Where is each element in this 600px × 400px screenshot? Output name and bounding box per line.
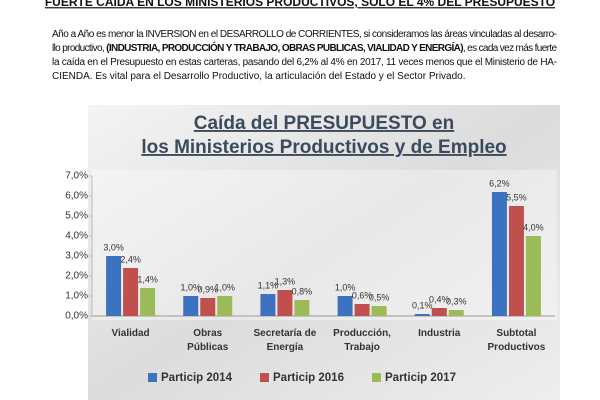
text: llo productivo, (52, 43, 107, 54)
bar (277, 290, 293, 316)
value-label: 1,0% (214, 282, 235, 292)
y-tick-label: 4,0% (65, 231, 88, 242)
bar (431, 308, 447, 316)
bar (337, 296, 353, 316)
value-label: 0,6% (352, 290, 373, 300)
bar (183, 296, 199, 316)
value-label: 1,0% (180, 282, 201, 292)
bar (371, 306, 387, 316)
paragraph-line: llo productivo, (INDUSTRIA, PRODUCCIÓN Y… (52, 41, 557, 54)
value-label: 1,0% (335, 282, 356, 292)
x-tick-label: Vialidad (111, 328, 149, 339)
x-tick-label: Obras Públicas (187, 328, 229, 353)
bar (525, 236, 541, 316)
value-label: 3,0% (103, 242, 124, 252)
value-label: 0,5% (369, 292, 390, 302)
bold-text: (INDUSTRIA, PRODUCCIÓN Y TRABAJO, OBRAS … (106, 41, 463, 54)
value-label: 0,8% (292, 286, 313, 296)
value-label: 1,1% (258, 280, 279, 290)
x-tick-label: Producción, Trabajo (333, 328, 391, 353)
text: CIENDA. Es vital para el Desarrollo Prod… (52, 71, 466, 82)
value-label: 1,3% (275, 276, 296, 286)
legend-label: Particip 2014 (161, 372, 233, 384)
text: , es cada vez más fuerte (463, 43, 558, 54)
bar (217, 296, 233, 316)
bar (491, 192, 507, 316)
bar (448, 310, 464, 316)
bar (414, 314, 430, 316)
legend-swatch (372, 373, 381, 382)
text: la caída en el Presupuesto en estas cart… (52, 57, 557, 68)
value-label: 0,1% (412, 300, 433, 310)
y-tick-label: 3,0% (65, 251, 88, 262)
legend-label: Particip 2016 (273, 372, 344, 384)
value-label: 1,4% (137, 274, 158, 284)
bar (354, 304, 370, 316)
paragraph-line: la caída en el Presupuesto en estas cart… (52, 57, 557, 68)
legend-swatch (148, 373, 157, 382)
text: Año a Año es menor la INVERSION en el DE… (52, 29, 557, 40)
value-label: 6,2% (489, 178, 510, 188)
bar (200, 298, 216, 316)
bar (140, 288, 156, 316)
paragraph-line: Año a Año es menor la INVERSION en el DE… (52, 29, 557, 40)
value-label: 5,5% (506, 192, 527, 202)
x-tick-label: Industria (418, 328, 461, 339)
y-tick-label: 2,0% (65, 271, 88, 282)
x-tick-label: Subtotal Productivos (488, 328, 546, 353)
value-label: 0,4% (429, 294, 450, 304)
bar (294, 300, 310, 316)
y-tick-label: 7,0% (65, 171, 88, 182)
paragraph-line: CIENDA. Es vital para el Desarrollo Prod… (52, 71, 466, 82)
x-tick-label: Secretaría de Energía (254, 328, 317, 353)
bar (123, 268, 139, 316)
value-label: 0,3% (446, 296, 467, 306)
chart-title: Caída del PRESUPUESTO en los Ministerios … (141, 113, 506, 158)
legend-swatch (260, 373, 269, 382)
y-tick-label: 0,0% (65, 311, 88, 322)
bar (106, 256, 122, 316)
value-label: 4,0% (523, 222, 544, 232)
value-label: 2,4% (120, 254, 141, 264)
header-title: FUERTE CAÍDA EN LOS MINISTERIOS PRODUCTI… (45, 0, 555, 9)
bar (508, 206, 524, 316)
bar (260, 294, 276, 316)
chart-background (88, 105, 560, 400)
y-tick-label: 6,0% (65, 191, 88, 202)
y-tick-label: 1,0% (65, 291, 88, 302)
chart: Caída del PRESUPUESTO en los Ministerios … (65, 113, 555, 384)
value-label: 0,9% (197, 284, 218, 294)
plot-background (92, 170, 557, 320)
legend-label: Particip 2017 (385, 372, 456, 384)
y-tick-label: 5,0% (65, 211, 88, 222)
